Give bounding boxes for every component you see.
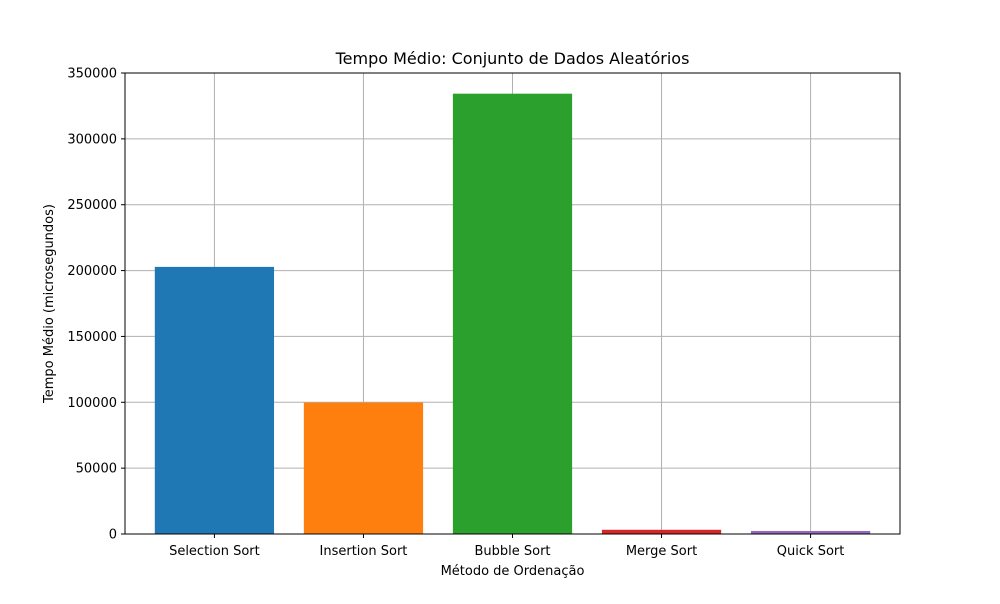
bar-merge-sort (601, 529, 722, 534)
y-tick-label: 300000 (67, 132, 117, 147)
y-axis-label: Tempo Médio (microsegundos) (42, 204, 57, 404)
y-tick-label: 150000 (67, 330, 117, 345)
x-axis-label: Método de Ordenação (441, 564, 585, 579)
x-axis-ticks: Selection Sort Insertion Sort Bubble Sort M… (169, 534, 844, 559)
y-tick-label: 350000 (67, 67, 117, 82)
y-tick-label: 250000 (67, 198, 117, 213)
x-tick-label: Quick Sort (777, 544, 845, 559)
bar-layer (154, 93, 871, 535)
x-tick-label: Selection Sort (169, 544, 260, 559)
x-tick-label: Insertion Sort (320, 544, 408, 559)
y-tick-label: 50000 (76, 462, 117, 477)
bar-insertion-sort (303, 402, 424, 534)
y-tick-label: 100000 (67, 396, 117, 411)
y-tick-label: 0 (109, 528, 117, 543)
x-tick-label: Bubble Sort (474, 544, 550, 559)
y-tick-label: 200000 (67, 264, 117, 279)
bar-bubble-sort (452, 93, 573, 535)
bar-selection-sort (154, 266, 275, 534)
x-tick-label: Merge Sort (626, 544, 697, 559)
chart-title: Tempo Médio: Conjunto de Dados Aleatório… (335, 49, 690, 68)
y-axis-ticks: 0 50000 100000 150000 200000 250000 300000 3500… (67, 67, 125, 543)
bar-quick-sort (750, 530, 871, 534)
